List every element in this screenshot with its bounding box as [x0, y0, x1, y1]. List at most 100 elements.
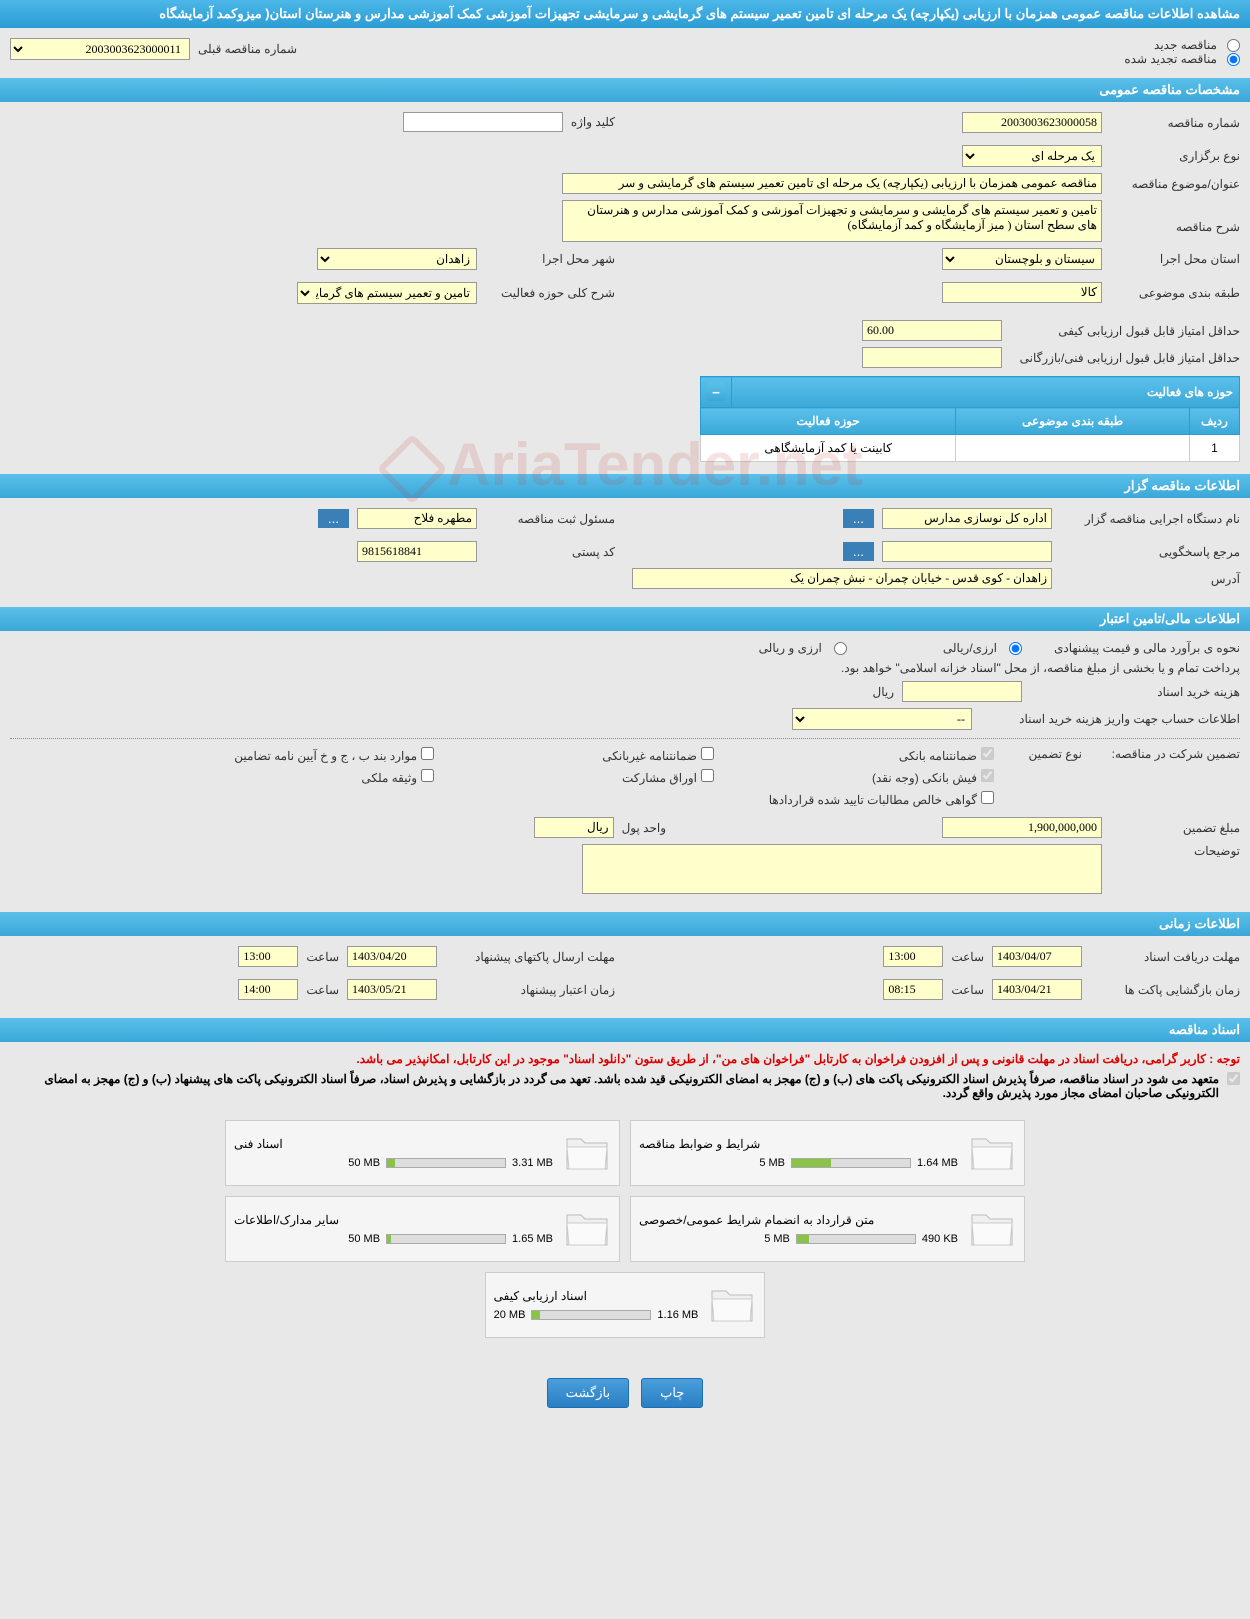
activity-table-title: حوزه های فعالیت	[732, 377, 1240, 408]
label-both: ارزی و ریالی	[759, 641, 822, 655]
doc-used: 1.16 MB	[657, 1309, 698, 1321]
label-purchase-cost: هزینه خرید اسناد	[1030, 685, 1240, 699]
label-guarantee: تضمین شرکت در مناقصه:	[1090, 747, 1240, 761]
input-subject[interactable]	[562, 173, 1102, 194]
lbl-g7: گواهی خالص مطالبات تایید شده قراردادها	[769, 793, 977, 807]
back-button[interactable]: بازگشت	[547, 1378, 629, 1408]
section-docs: اسناد مناقصه	[0, 1018, 1250, 1042]
input-org-name[interactable]	[882, 508, 1052, 529]
input-postal[interactable]	[357, 541, 477, 562]
select-province[interactable]: سیستان و بلوچستان	[942, 248, 1102, 270]
collapse-button[interactable]: −	[707, 383, 725, 401]
input-contact[interactable]	[882, 541, 1052, 562]
label-responsible: مسئول ثبت مناقصه	[485, 512, 615, 526]
chk-g3[interactable]	[421, 747, 434, 760]
radio-new-tender[interactable]	[1227, 39, 1240, 52]
doc-total: 20 MB	[494, 1309, 526, 1321]
textarea-desc[interactable]: تامین و تعمیر سیستم های گرمایشی و سرمایش…	[562, 200, 1102, 242]
input-send-date[interactable]	[347, 946, 437, 967]
input-address[interactable]	[632, 568, 1052, 589]
label-receive: مهلت دریافت اسناد	[1090, 950, 1240, 964]
input-validity-date[interactable]	[347, 979, 437, 1000]
chk-g6[interactable]	[421, 769, 434, 782]
input-responsible[interactable]	[357, 508, 477, 529]
radio-both[interactable]	[834, 642, 847, 655]
doc-total: 5 MB	[759, 1157, 785, 1169]
label-guarantee-type: نوع تضمین	[1002, 747, 1082, 761]
label-send: مهلت ارسال پاکتهای پیشنهاد	[445, 950, 615, 964]
label-unit: واحد پول	[622, 821, 666, 835]
input-purchase-cost[interactable]	[902, 681, 1022, 702]
doc-total: 5 MB	[764, 1233, 790, 1245]
input-open-time[interactable]	[883, 979, 943, 1000]
textarea-notes[interactable]	[582, 844, 1102, 894]
label-rial: ارزی/ریالی	[943, 641, 997, 655]
doc-title: شرایط و ضوابط مناقصه	[639, 1137, 958, 1151]
input-category[interactable]	[942, 282, 1102, 303]
input-min-tech[interactable]	[862, 347, 1002, 368]
section-org: اطلاعات مناقصه گزار	[0, 474, 1250, 498]
lookup-responsible-button[interactable]: ...	[318, 509, 349, 528]
doc-title: سایر مدارک/اطلاعات	[234, 1213, 553, 1227]
label-contact: مرجع پاسخگویی	[1060, 545, 1240, 559]
label-account: اطلاعات حساب جهت واریز هزینه خرید اسناد	[980, 712, 1240, 726]
progress-bar	[796, 1234, 916, 1244]
document-item[interactable]: شرایط و ضوابط مناقصه 5 MB 1.64 MB	[630, 1120, 1025, 1186]
input-validity-time[interactable]	[238, 979, 298, 1000]
select-city[interactable]: زاهدان	[317, 248, 477, 270]
label-subject: عنوان/موضوع مناقصه	[1110, 177, 1240, 191]
radio-renewed-tender[interactable]	[1227, 53, 1240, 66]
payment-note: پرداخت تمام و یا بخشی از مبلغ مناقصه، از…	[841, 661, 1240, 675]
folder-icon	[563, 1205, 611, 1253]
chk-g7[interactable]	[981, 791, 994, 804]
label-validity-time: ساعت	[306, 983, 339, 997]
doc-total: 50 MB	[348, 1157, 380, 1169]
label-open: زمان بازگشایی پاکت ها	[1090, 983, 1240, 997]
input-min-quality[interactable]	[862, 320, 1002, 341]
input-open-date[interactable]	[992, 979, 1082, 1000]
input-amount[interactable]	[942, 817, 1102, 838]
page-title: مشاهده اطلاعات مناقصه عمومی همزمان با ار…	[0, 0, 1250, 28]
divider	[10, 738, 1240, 739]
input-keyword[interactable]	[403, 112, 563, 132]
select-type[interactable]: یک مرحله ای	[962, 145, 1102, 167]
doc-total: 50 MB	[348, 1233, 380, 1245]
label-org-name: نام دستگاه اجرایی مناقصه گزار	[1060, 512, 1240, 526]
input-unit[interactable]	[534, 817, 614, 838]
chk-g5[interactable]	[701, 769, 714, 782]
table-row: 1کابینت یا کمد آزمایشگاهی	[701, 435, 1240, 462]
progress-bar	[791, 1158, 911, 1168]
document-item[interactable]: اسناد فنی 50 MB 3.31 MB	[225, 1120, 620, 1186]
select-activity-desc[interactable]: تامین و تعمیر سیستم های گرمایشی و	[297, 282, 477, 304]
document-item[interactable]: سایر مدارک/اطلاعات 50 MB 1.65 MB	[225, 1196, 620, 1262]
chk-g2[interactable]	[701, 747, 714, 760]
folder-icon	[563, 1129, 611, 1177]
lookup-contact-button[interactable]: ...	[843, 542, 874, 561]
label-notes: توضیحات	[1110, 844, 1240, 858]
chk-g4	[981, 769, 994, 782]
doc-title: اسناد فنی	[234, 1137, 553, 1151]
input-tender-no[interactable]	[962, 112, 1102, 133]
input-send-time[interactable]	[238, 946, 298, 967]
lbl-g1: ضمانتنامه بانکی	[899, 749, 977, 763]
document-item[interactable]: متن قرارداد به انضمام شرایط عمومی/خصوصی …	[630, 1196, 1025, 1262]
radio-rial[interactable]	[1009, 642, 1022, 655]
document-item[interactable]: اسناد ارزیابی کیفی 20 MB 1.16 MB	[485, 1272, 766, 1338]
input-receive-time[interactable]	[883, 946, 943, 967]
folder-icon	[968, 1129, 1016, 1177]
label-estimate: نحوه ی برآورد مالی و قیمت پیشنهادی	[1030, 641, 1240, 655]
lookup-org-button[interactable]: ...	[843, 509, 874, 528]
print-button[interactable]: چاپ	[641, 1378, 703, 1408]
input-receive-date[interactable]	[992, 946, 1082, 967]
label-desc: شرح مناقصه	[1110, 200, 1240, 234]
label-prev-tender: شماره مناقصه قبلی	[198, 42, 297, 56]
chk-g1	[981, 747, 994, 760]
select-prev-tender[interactable]: 2003003623000011	[10, 38, 190, 60]
label-open-time: ساعت	[951, 983, 984, 997]
chk-commit	[1227, 1072, 1240, 1085]
lbl-g4: فیش بانکی (وجه نقد)	[872, 771, 977, 785]
label-province: استان محل اجرا	[1110, 252, 1240, 266]
select-account[interactable]: --	[792, 708, 972, 730]
col-category: طبقه بندی موضوعی	[956, 408, 1190, 435]
note2: متعهد می شود در اسناد مناقصه، صرفاً پذیر…	[10, 1072, 1219, 1100]
